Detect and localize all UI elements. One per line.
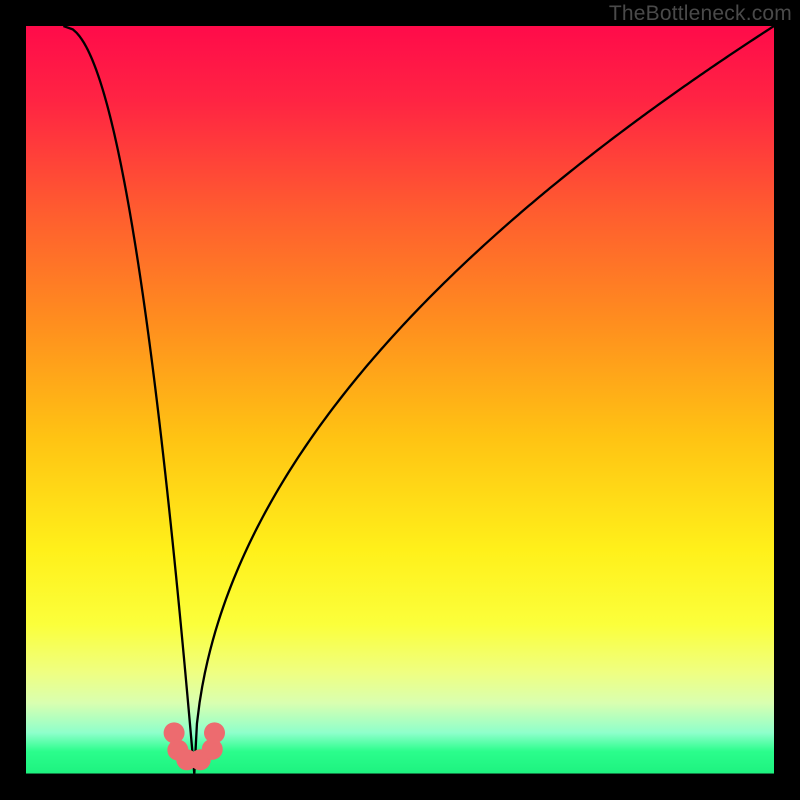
frame-border-left — [0, 0, 26, 800]
curve-marker — [204, 722, 225, 743]
frame-border-bottom — [0, 774, 800, 800]
plot-area — [26, 26, 774, 774]
curve-right-branch — [194, 26, 774, 774]
watermark-text: TheBottleneck.com — [609, 2, 792, 26]
frame-border-right — [774, 0, 800, 800]
curve-left-branch — [63, 26, 194, 774]
curve-markers — [164, 722, 225, 770]
chart-svg — [26, 26, 774, 774]
